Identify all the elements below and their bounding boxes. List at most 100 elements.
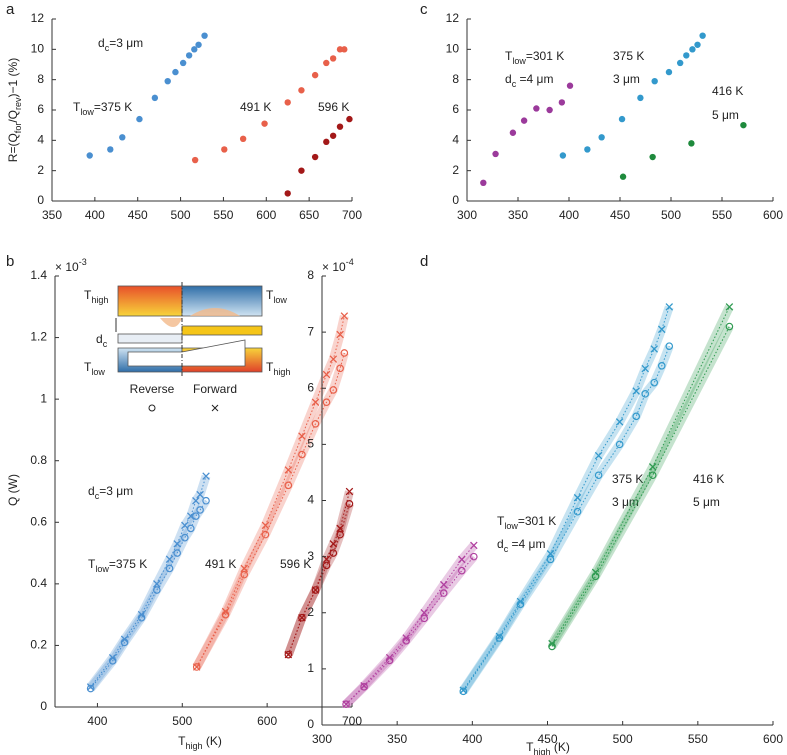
x-tick-label: 350 xyxy=(387,732,407,746)
y-tick-label: 4 xyxy=(307,493,314,507)
text-part: )−1 (%) xyxy=(6,58,20,98)
y-tick-label: 0.2 xyxy=(30,638,47,652)
data-point xyxy=(201,32,208,39)
text-part: c xyxy=(103,339,108,349)
x-tick-label: 600 xyxy=(763,208,783,222)
text-part: Q (W) xyxy=(6,474,20,506)
annotation: 3 μm xyxy=(613,72,640,86)
x-tick-label: 400 xyxy=(462,732,482,746)
data-point xyxy=(676,59,684,67)
fit-line xyxy=(345,556,475,705)
data-point xyxy=(173,540,181,548)
annotation: dc =4 μm xyxy=(505,72,553,89)
data-point xyxy=(329,540,338,548)
data-point xyxy=(137,610,146,619)
text-part: (K) xyxy=(551,740,570,754)
annotation: Tlow=375 K xyxy=(88,557,147,574)
radiation-lobe xyxy=(160,318,182,327)
data-point xyxy=(740,121,747,129)
annotation: dc=3 μm xyxy=(98,36,143,53)
inset-label: dc xyxy=(96,332,108,349)
annotation: Tlow=301 K xyxy=(497,514,556,531)
text-part: × 10 xyxy=(55,260,79,274)
data-point xyxy=(458,555,466,564)
data-point xyxy=(221,146,228,153)
data-point xyxy=(336,123,344,130)
text-part: 491 K xyxy=(205,557,236,571)
text-part: T xyxy=(73,100,81,114)
data-point xyxy=(591,568,600,577)
data-point xyxy=(598,134,605,141)
data-point xyxy=(618,115,626,123)
data-point xyxy=(495,632,504,641)
x-tick-label: 400 xyxy=(559,208,579,222)
data-point xyxy=(594,471,603,480)
data-point xyxy=(164,77,171,85)
data-point xyxy=(173,549,181,557)
text-part: d xyxy=(505,72,512,86)
data-point xyxy=(298,432,306,440)
text-part: rev xyxy=(13,97,23,110)
inset-label: Tlow xyxy=(266,288,287,305)
text-part: high xyxy=(185,741,202,751)
y-tick-label: 0 xyxy=(307,717,314,731)
data-point xyxy=(615,418,624,426)
annotation: 596 K xyxy=(318,100,349,114)
x-tick-label: 700 xyxy=(342,208,362,222)
data-point xyxy=(239,135,247,143)
x-tick-label: 650 xyxy=(299,208,319,222)
cavity xyxy=(127,339,246,367)
y-tick-label: 1 xyxy=(307,661,314,675)
data-point xyxy=(336,524,344,533)
data-point xyxy=(192,663,201,671)
data-point xyxy=(725,303,734,311)
x-tick-label: 450 xyxy=(610,208,630,222)
text-part: 5 μm xyxy=(712,108,739,122)
y-tick-label: 6 xyxy=(37,102,44,116)
fit-line xyxy=(462,306,670,691)
x-tick-label: 400 xyxy=(87,714,107,728)
y-tick-label: 12 xyxy=(446,11,460,25)
text-part: T xyxy=(266,360,274,374)
data-point xyxy=(470,541,478,550)
x-tick-label: 500 xyxy=(171,208,191,222)
text-part: d xyxy=(98,36,105,50)
data-point xyxy=(298,613,306,622)
y-tick-label: 0.6 xyxy=(30,514,47,528)
y-axis-label: Q (W) xyxy=(6,474,20,506)
x-tick-label: 450 xyxy=(128,208,148,222)
annotation: 416 K xyxy=(693,472,724,486)
y-tick-label: 6 xyxy=(452,102,459,116)
data-point xyxy=(185,52,193,59)
data-point xyxy=(120,635,129,644)
text-part: 491 K xyxy=(240,100,271,114)
text-part: low xyxy=(80,107,94,117)
annotation: 375 K xyxy=(612,472,643,486)
data-point xyxy=(322,561,331,570)
uncertainty-band xyxy=(284,490,354,657)
inset-label: Thigh xyxy=(266,360,290,377)
text-part: -3 xyxy=(79,257,87,267)
y-tick-label: 0 xyxy=(37,193,44,207)
text-part: 375 K xyxy=(612,472,643,486)
data-point xyxy=(632,412,640,421)
data-point xyxy=(136,115,143,123)
fit-line xyxy=(462,345,670,692)
data-point xyxy=(298,87,305,94)
data-point xyxy=(329,549,338,557)
y-tick-label: 12 xyxy=(31,11,45,25)
text-part: =3 μm xyxy=(109,36,143,50)
data-point xyxy=(192,496,200,505)
data-point xyxy=(345,487,354,496)
text-part: =375 K xyxy=(94,100,132,114)
x-tick-label: 600 xyxy=(257,714,277,728)
text-part: =301 K xyxy=(526,49,564,63)
data-point xyxy=(165,555,174,563)
text-part: 416 K xyxy=(693,472,724,486)
data-point xyxy=(648,463,657,471)
y-tick-label: 10 xyxy=(446,42,460,56)
data-point xyxy=(665,68,673,76)
inset-diagram: Thigh Tlow dc Tlow Thigh Reverse Forward xyxy=(84,282,290,412)
y-tick-label: 8 xyxy=(452,72,459,86)
